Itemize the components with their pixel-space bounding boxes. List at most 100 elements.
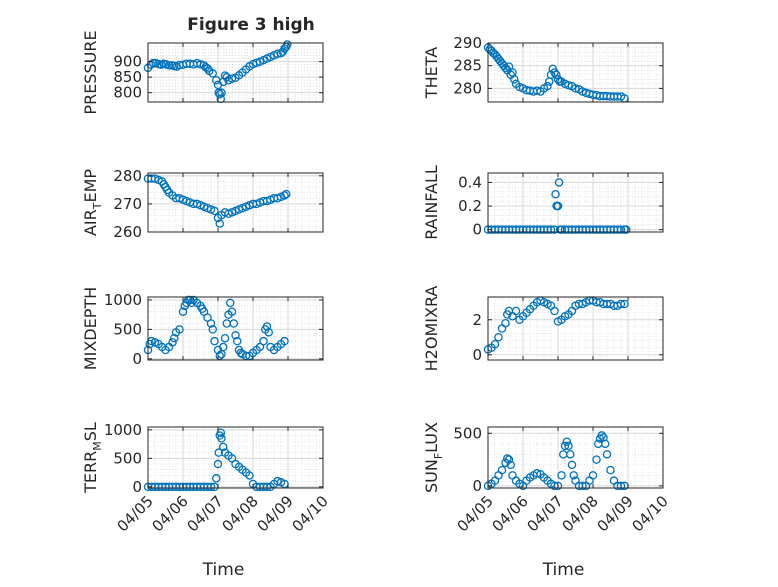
data-point (259, 336, 268, 346)
y-tick-label: 2 (472, 311, 482, 329)
data-point (280, 336, 289, 346)
y-axis-label: RAINFALL (422, 165, 441, 240)
data-point (210, 336, 219, 346)
data-point (206, 482, 216, 492)
y-axis-label: TERRMSL (81, 422, 104, 494)
data-point (490, 339, 500, 349)
data-point (283, 40, 292, 49)
x-tick-label: 04/08 (559, 492, 602, 535)
data-point (215, 351, 224, 361)
data-point (232, 336, 242, 346)
y-tick-label: 0 (472, 477, 482, 495)
data-point (164, 61, 174, 70)
y-tick-label: 1000 (104, 291, 142, 309)
y-tick-label: 290 (453, 34, 482, 52)
y-tick-label: 280 (113, 167, 142, 185)
data-point (616, 225, 626, 234)
plot-area (488, 297, 663, 360)
y-tick-label: 900 (113, 53, 142, 71)
data-point (211, 474, 221, 483)
data-point (214, 448, 223, 457)
y-tick-label: 1000 (104, 421, 142, 439)
data-point (509, 75, 519, 84)
data-point (241, 351, 251, 361)
data-point (208, 325, 217, 334)
y-tick-label: 0 (472, 346, 482, 364)
x-axis-label: Time (542, 560, 585, 580)
y-tick-label: 500 (453, 424, 482, 442)
x-tick-label: 04/05 (114, 492, 157, 535)
x-tick-label: 04/07 (184, 492, 227, 535)
axes-box (147, 426, 324, 489)
data-point (592, 455, 601, 464)
axes-box (487, 296, 664, 361)
data-point (506, 460, 515, 470)
data-point (220, 333, 230, 343)
data-point (553, 481, 563, 491)
data-point (229, 319, 238, 328)
data-point (216, 428, 226, 437)
y-tick-label: 0.2 (458, 197, 482, 215)
data-point (622, 225, 631, 234)
y-tick-label: 0 (132, 478, 142, 496)
data-point (562, 437, 572, 446)
axes-box (487, 426, 664, 489)
y-axis-label: THETA (422, 47, 441, 99)
y-tick-label: 800 (113, 84, 142, 102)
data-point (597, 431, 607, 440)
data-point (231, 331, 240, 340)
data-point (208, 69, 217, 78)
subplot-theta: 280 285 290 THETA (422, 34, 664, 103)
data-point (566, 450, 575, 459)
data-point (273, 49, 282, 59)
x-tick-label: 04/09 (254, 492, 297, 535)
axes-box (147, 42, 324, 103)
data-point (210, 206, 219, 216)
subplot-sun-flux: 0 500 SUNFLUX 04/0504/0604/0704/0804/0904/1… (422, 422, 672, 580)
data-point (567, 460, 577, 470)
data-point (178, 307, 188, 316)
data-point (225, 298, 235, 308)
plot-area (148, 173, 323, 232)
data-point (569, 471, 579, 480)
x-tick-label: 04/06 (149, 492, 192, 535)
data-point (218, 342, 228, 352)
x-tick-label: 04/06 (489, 492, 532, 535)
y-tick-label: 285 (453, 57, 482, 75)
y-tick-label: 260 (113, 223, 142, 241)
data-point (502, 454, 512, 463)
y-tick-label: 0.4 (458, 173, 482, 191)
y-axis-label: MIXDEPTH (81, 287, 100, 370)
x-tick-label: 04/05 (454, 492, 497, 535)
x-tick-label: 04/07 (524, 492, 567, 535)
data-point (273, 476, 282, 486)
axes-box (487, 42, 664, 103)
data-point (262, 482, 272, 492)
subplot-h2omixra: 0 2 H2OMIXRA (422, 286, 664, 371)
data-point (168, 338, 177, 347)
plot-area (488, 173, 663, 232)
data-point (551, 189, 560, 199)
y-axis-label: AIRTEMP (81, 169, 104, 236)
data-point (203, 64, 212, 73)
data-point (557, 471, 566, 480)
data-point (616, 299, 626, 309)
data-point (504, 455, 514, 464)
x-axis-label: Time (202, 560, 245, 580)
data-point (215, 219, 224, 228)
y-axis-label: PRESSURE (81, 30, 100, 114)
data-point (217, 88, 226, 97)
data-point (552, 70, 561, 80)
data-point (601, 439, 610, 449)
data-point (606, 465, 615, 475)
data-point (543, 81, 552, 91)
data-point (281, 189, 291, 199)
data-point (169, 333, 179, 343)
data-point (206, 319, 216, 328)
data-point (175, 325, 184, 334)
